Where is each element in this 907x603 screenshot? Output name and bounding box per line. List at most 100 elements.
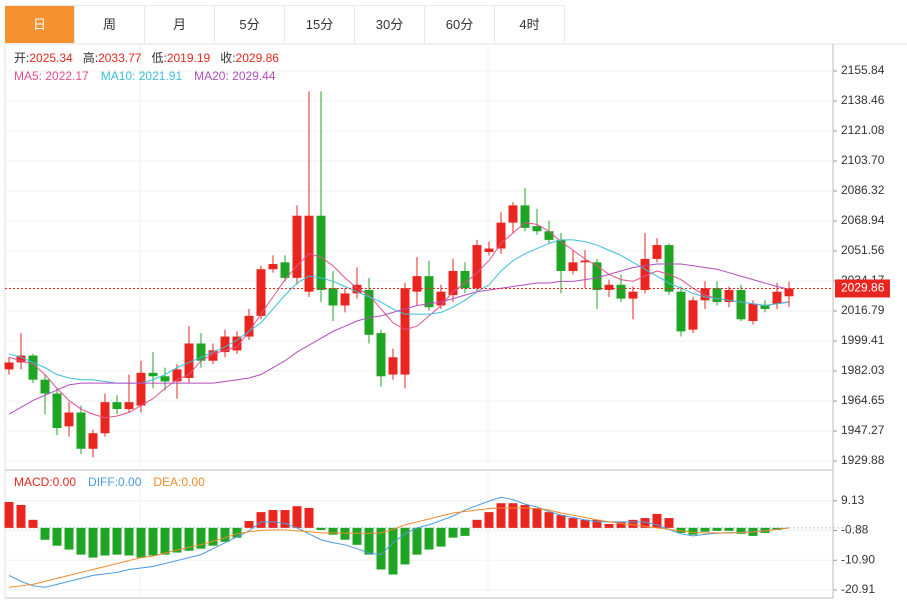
macd-bar [568,518,578,528]
candle-body [544,231,554,240]
period-tab[interactable]: 4时 [495,5,565,43]
macd-bar [28,519,38,528]
candle-body [328,288,338,306]
candle-body [208,350,218,361]
candle-body [148,372,158,377]
candle-body [124,402,134,410]
candle-body [604,284,614,290]
info-value: 2029.86 [236,51,280,65]
candle-body [112,402,122,410]
macd-bar [160,527,170,555]
macd-bar [52,527,62,546]
period-tab[interactable]: 60分 [425,5,495,43]
candle-body [688,300,698,330]
candle-body [664,245,674,292]
macd-bar [148,527,158,556]
y-tick-label: -0.88 [841,523,869,537]
macd-bar [628,519,638,528]
candle-body [16,355,26,363]
candle-body [292,215,302,278]
candle-body [364,289,374,335]
y-tick-label: 2155.84 [841,63,885,77]
candle-body [472,245,482,289]
macd-bar [268,510,278,528]
candle-body [40,379,50,394]
macd-bar [184,527,194,551]
candle-body [640,258,650,290]
macd-bar [136,527,146,558]
legend-entry: DIFF:0.00 [88,475,142,489]
candle-body [256,269,266,316]
candle-body [496,222,506,249]
y-tick-label: 2103.70 [841,153,885,167]
macd-legend: MACD:0.00 DIFF:0.00 DEA:0.00 [14,475,205,489]
period-tab[interactable]: 30分 [355,5,425,43]
candle-body [712,288,722,303]
candle-body [520,205,530,228]
legend-entry: MA5: 2022.17 [14,69,89,83]
macd-bar [40,527,50,540]
macd-bar [172,527,182,553]
macd-bar [448,527,458,538]
macd-bar [688,527,698,535]
y-tick-label: 1947.27 [841,423,885,437]
macd-bar [304,507,314,528]
period-tabs: 日周月 5分 15分 30分 60分 4时 [5,5,565,45]
period-tab[interactable]: 5分 [215,5,285,43]
period-tab[interactable]: 15分 [285,5,355,43]
candle-body [436,291,446,306]
candle-body [352,284,362,294]
legend-entry: MA10: 2021.91 [101,69,183,83]
candle-body [460,270,470,289]
macd-bar [292,506,302,528]
macd-bar [244,521,254,528]
candle-body [268,264,278,270]
candle-body [376,333,386,377]
period-tab[interactable]: 周 [75,5,145,43]
period-tab[interactable]: 日 [5,5,75,43]
candle-body [172,369,182,382]
y-tick-label: -10.90 [841,552,875,566]
macd-bar [616,521,626,528]
candle-body [760,305,770,309]
macd-bar [400,527,410,565]
candle-body [772,291,782,304]
macd-bar [100,527,110,556]
candle-body [700,288,710,301]
period-tab[interactable]: 月 [145,5,215,43]
macd-bar [16,504,26,528]
macd-bar [736,527,746,534]
macd-bar [196,527,206,549]
macd-bar [232,527,242,538]
candle-body [652,245,662,259]
info-label: 高: [83,50,98,65]
candle-body [532,226,542,232]
candle-body [448,270,458,296]
candle-body [724,289,734,303]
macd-bar [544,512,554,528]
macd-bar [580,519,590,528]
candle-body [28,355,38,380]
y-tick-label: 1964.65 [841,393,885,407]
ma-legend: MA5: 2022.17 MA10: 2021.91 MA20: 2029.44 [14,69,276,83]
candle-body [52,393,62,429]
candle-body [616,284,626,299]
candle-body [412,276,422,292]
candle-body [244,315,254,337]
macd-bar [652,513,662,528]
candle-body [676,291,686,332]
candle-body [76,412,86,449]
macd-bar [364,527,374,555]
macd-bar [280,510,290,528]
indicator-line [8,263,790,415]
macd-bar [520,504,530,528]
macd-bar [664,518,674,528]
macd-bar [484,512,494,528]
macd-bar [328,527,338,535]
macd-bar [220,527,230,542]
y-tick-label: 9.13 [841,493,865,507]
y-tick-label: 1982.03 [841,363,885,377]
macd-bar [4,502,14,528]
